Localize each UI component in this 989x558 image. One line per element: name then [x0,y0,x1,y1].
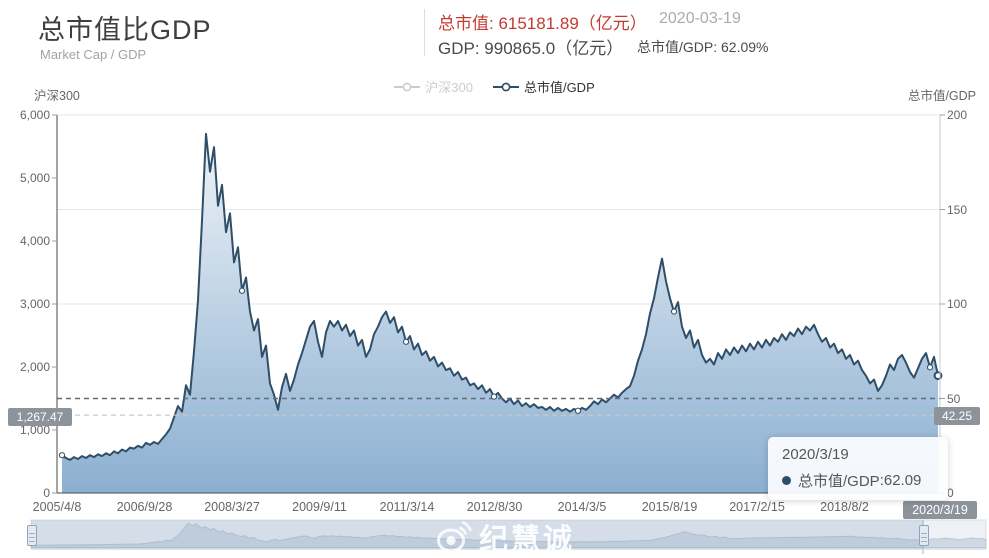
series-area [62,133,938,493]
datazoom-selected-range[interactable] [31,520,923,549]
stat-gdp: GDP: 990865.0（亿元） [438,39,624,58]
data-point-dot [670,308,678,315]
right-axis-name: 总市值/GDP [907,89,976,103]
series-line [61,132,939,461]
series-area-line [61,132,939,493]
tooltip-separator: : [879,472,884,489]
tooltip-date: 2020/3/19 [782,446,849,463]
x-axis-pointer-badge: 2020/3/19 [903,501,977,519]
data-point-dot [926,364,934,371]
tooltip-value: 62.09 [883,472,922,489]
left-axis-name: 沪深300 [34,89,80,103]
gridlines [57,114,940,305]
page-title: 总市值比GDP [38,15,212,45]
line-series-icon [394,82,421,91]
stat-market-cap: 总市值: 615181.89（亿元） [438,14,647,33]
legend-label: 总市值/GDP [523,80,595,95]
legend-label: 沪深300 [425,80,473,95]
series-marker-dot [782,476,791,485]
line-series-icon [492,82,519,91]
page-subtitle: Market Cap / GDP [40,47,147,62]
header-divider [424,9,425,56]
datazoom-right-handle[interactable] [919,525,929,546]
legend: 沪深300 总市值/GDP [0,77,989,96]
data-point-dot [574,407,582,414]
stat-date: 2020-03-19 [659,10,741,27]
data-point-dot [238,287,246,294]
tooltip: 2020/3/19 总市值/GDP : 62.09 [768,437,948,500]
legend-item-hs300[interactable]: 沪深300 [394,77,473,96]
watermark: 纪慧诚 [436,516,575,558]
weibo-icon [437,521,472,553]
marklines [57,287,943,459]
datazoom-left-handle[interactable] [27,525,37,546]
tooltip-series-name: 总市值/GDP [798,473,880,490]
data-point-dot [402,338,410,345]
data-point-dot [58,452,66,459]
legend-item-marketcap-gdp[interactable]: 总市值/GDP [492,77,595,96]
data-point-dot [490,393,498,400]
watermark-text: 纪慧诚 [479,524,576,556]
right-axis-marker-badge: 42.25 [934,407,980,425]
left-axis-marker-badge: 1,267.47 [8,408,72,426]
datazoom-silhouette [30,522,987,548]
stat-ratio: 总市值/GDP: 62.09% [637,39,769,55]
